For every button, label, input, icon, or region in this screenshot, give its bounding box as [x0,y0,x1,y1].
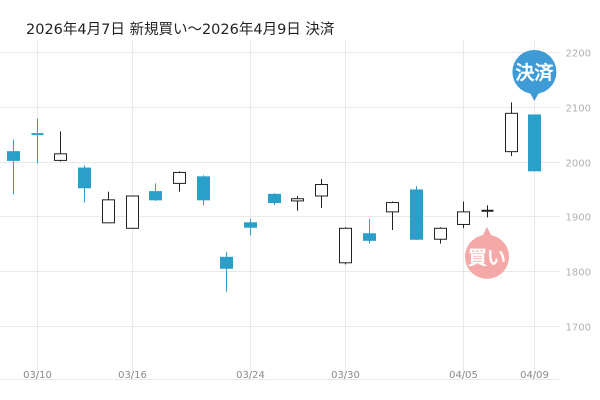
candle [434,227,447,244]
candle-body [126,195,139,229]
candle [481,205,494,218]
candle-body [173,171,186,184]
candle [197,175,210,206]
y-tick-label: 1900 [566,213,591,224]
candle [173,171,186,192]
y-tick-label: 1800 [566,268,591,279]
candle [363,218,376,244]
candle [386,201,399,230]
buy-marker: 買い [465,226,509,279]
sell-marker: 決済 [512,49,557,101]
candle-body [220,256,233,269]
x-tick-label: 03/16 [118,370,147,381]
x-tick-label: 04/05 [449,370,478,381]
candle [149,183,162,201]
candle-body [315,183,328,197]
candle-body [78,167,91,189]
y-tick-label: 2000 [566,159,591,170]
candle-body [54,153,67,161]
candle [457,201,470,229]
candle [102,191,115,224]
candle-body [386,202,399,213]
candle [244,218,257,236]
candle [339,227,352,265]
candle [220,251,233,292]
marker-label: 決済 [515,61,554,84]
marker-badge [465,234,509,279]
candle [505,102,518,157]
chart-title: 2026年4月7日 新規買い〜2026年4月9日 決済 [26,22,335,38]
candle-body [102,199,115,224]
candle [7,139,20,195]
candle-body [149,191,162,201]
candle-body [7,151,20,161]
candle [78,165,91,203]
marker-label: 買い [468,247,506,269]
candle [291,195,304,211]
candle [31,118,44,164]
x-tick-label: 03/24 [236,370,265,381]
marker-layer: 買い 決済 [465,49,557,279]
candle-layer [7,102,541,292]
y-tick-label: 2200 [566,49,591,60]
candle-body [528,114,541,172]
grid-layer [0,40,560,380]
candle-body [339,227,352,264]
candle-body [291,198,304,202]
candle-body [434,227,447,240]
candle [54,131,67,162]
y-tick-label: 1700 [566,323,591,334]
candle-body [363,233,376,241]
candle [126,195,139,229]
candle [410,186,423,240]
marker-badge [512,49,557,94]
axis-layer: 1700 1800 1900 2000 2100 2200 03/10 03/16 03/24 0… [23,49,591,382]
candle [268,193,281,206]
candle-body [244,222,257,228]
x-tick-label: 03/10 [23,370,52,381]
candle [528,114,541,172]
candle-body [505,112,518,153]
candle [315,179,328,209]
candle-body [410,189,423,240]
candle-body [457,211,470,225]
candle-body [268,193,281,204]
y-tick-label: 2100 [566,104,591,115]
candle-body [197,176,210,201]
x-tick-label: 03/30 [331,370,360,381]
x-tick-label: 04/09 [520,370,549,381]
